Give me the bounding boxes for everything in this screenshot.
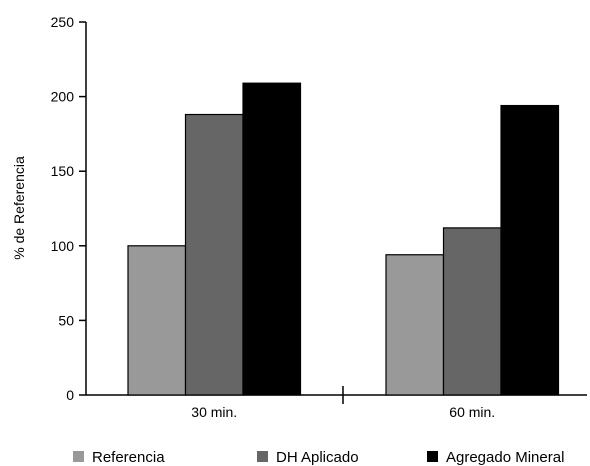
y-tick-label: 200 xyxy=(51,89,75,105)
y-tick-label: 50 xyxy=(58,312,74,328)
y-ticks: 0 50 100 150 200 250 xyxy=(51,14,86,403)
x-tick-label: 30 min. xyxy=(191,404,237,420)
y-tick-label: 150 xyxy=(51,163,75,179)
y-axis-label: % de Referencia xyxy=(11,156,27,260)
bar-agregado-mineral-2 xyxy=(500,104,560,396)
legend-label: DH Aplicado xyxy=(276,449,359,466)
y-tick-label: 100 xyxy=(51,238,75,254)
bar-referencia-1 xyxy=(127,245,187,396)
x-ticks: 30 min. 60 min. xyxy=(191,386,495,420)
bar-agregado-mineral-1 xyxy=(242,82,302,396)
bar-dh-aplicado-1 xyxy=(184,113,244,396)
legend-label: Agregado Mineral xyxy=(446,449,564,466)
legend-label: Referencia xyxy=(92,449,165,466)
bar-referencia-2 xyxy=(385,254,445,396)
bars xyxy=(127,82,560,396)
x-tick-label: 60 min. xyxy=(449,404,495,420)
legend: Referencia DH Aplicado Agregado Mineral xyxy=(73,449,564,466)
legend-swatch xyxy=(73,451,84,462)
legend-swatch xyxy=(257,451,268,462)
bar-dh-aplicado-2 xyxy=(442,227,502,396)
y-tick-label: 250 xyxy=(51,14,75,30)
y-tick-label: 0 xyxy=(66,387,74,403)
legend-swatch xyxy=(427,451,438,462)
